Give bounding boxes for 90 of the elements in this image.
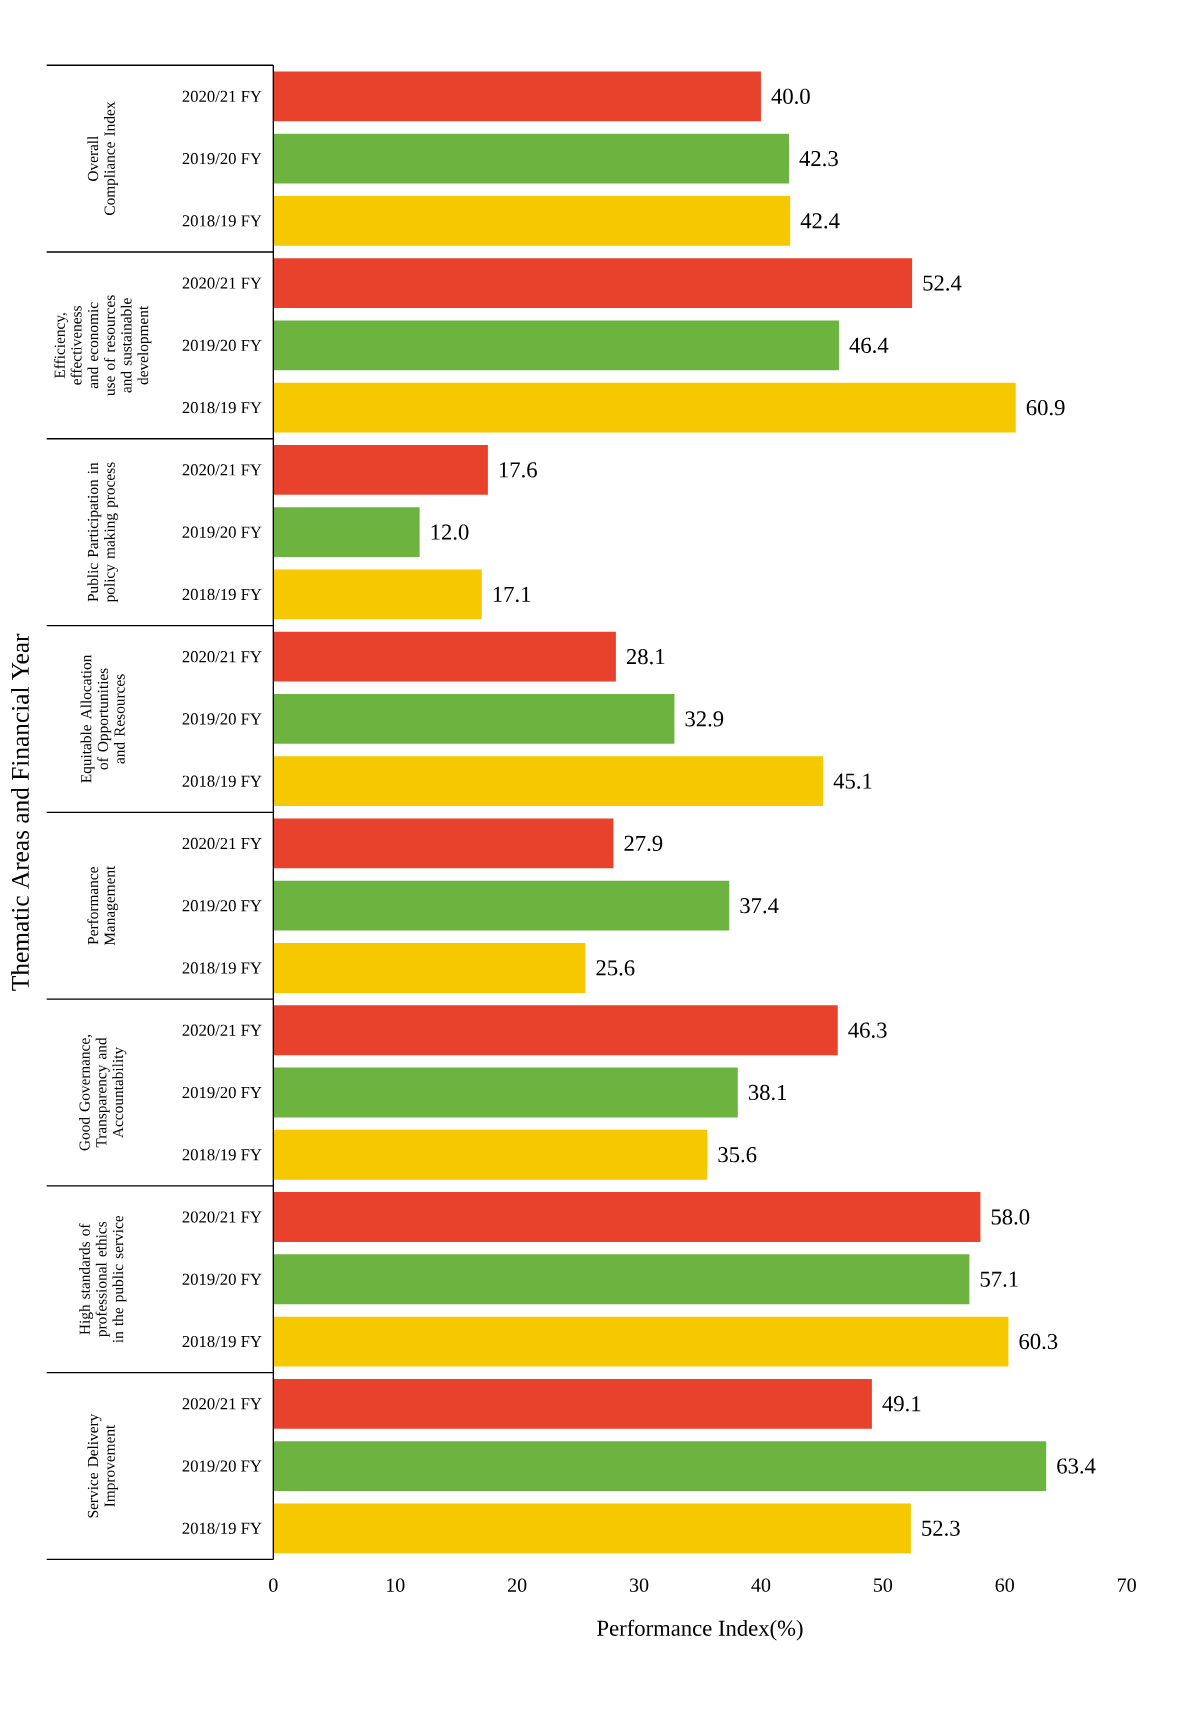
bar	[273, 71, 761, 122]
y-axis-title: Thematic Areas and Financial Year	[11, 633, 29, 991]
data-label: 25.6	[596, 960, 635, 976]
data-label: 46.4	[849, 337, 889, 354]
text: 2020/21 FY	[182, 277, 262, 289]
bar	[273, 1005, 838, 1056]
y-tick-label: Public Participation in policy making process	[87, 462, 118, 603]
data-label: 46.3	[848, 1022, 887, 1038]
text: 2018/19 FY	[182, 1149, 262, 1161]
y-tick-label: High standards of professional ethics in the public service	[78, 1215, 127, 1343]
bar	[273, 507, 420, 558]
y-tick-label: Service Delivery Improvement	[87, 1413, 118, 1518]
text: 2019/20 FY	[182, 900, 262, 912]
data-label: 17.1	[493, 586, 531, 603]
series-label: 2019/20 FY	[182, 153, 262, 165]
text: 2019/20 FY	[182, 1460, 262, 1472]
x-axis-title: Performance Index(%)	[597, 1619, 803, 1641]
bar	[273, 133, 789, 184]
bar	[273, 818, 614, 869]
text: 2018/19 FY	[182, 588, 262, 601]
x-tick-label: 10	[386, 1578, 405, 1592]
bar	[273, 445, 488, 495]
text: 2020/21 FY	[182, 837, 262, 850]
text: 2019/20 FY	[182, 713, 262, 725]
data-label: 17.6	[499, 462, 537, 478]
bar	[273, 382, 1016, 433]
data-label: 38.1	[748, 1084, 787, 1101]
bar	[273, 1441, 1047, 1491]
bar	[273, 1378, 872, 1429]
data-label: 28.1	[626, 648, 665, 665]
text: 2019/20 FY	[182, 339, 262, 352]
text: 2020/21 FY	[182, 651, 262, 663]
x-tick-label: 30	[630, 1578, 649, 1592]
data-label: 32.9	[685, 711, 724, 727]
y-tick-label: Overall Compliance Index	[87, 101, 118, 216]
text: 2019/20 FY	[182, 1273, 262, 1285]
text: 2018/19 FY	[182, 962, 262, 974]
text: 2020/21 FY	[182, 1398, 262, 1410]
data-label: 49.1	[882, 1396, 921, 1412]
x-tick-label: 40	[751, 1578, 771, 1592]
data-label: 58.0	[991, 1209, 1030, 1225]
text: 2020/21 FY	[182, 464, 262, 476]
bar	[273, 694, 675, 744]
y-tick-label: Performance Management	[87, 865, 119, 946]
bar	[273, 195, 791, 246]
data-label: 42.4	[800, 213, 840, 229]
text: 2019/20 FY	[182, 1086, 262, 1099]
bar	[273, 1254, 970, 1305]
x-tick-label: 70	[1117, 1578, 1136, 1592]
data-label: 37.4	[740, 898, 779, 914]
bar	[273, 880, 730, 931]
y-tick-label: Efficiency, effectiveness and economic use of resources and sustainable development	[53, 295, 152, 396]
bar	[273, 943, 586, 993]
bar	[273, 569, 482, 620]
bar	[273, 1316, 1009, 1367]
text: 2019/20 FY	[182, 526, 262, 538]
bar	[273, 1503, 911, 1554]
text: 2020/21 FY	[182, 1024, 262, 1036]
x-tick-label: 20	[508, 1578, 527, 1592]
y-tick-label: Good Governance, Transparency and Accountability	[79, 1034, 127, 1151]
text: 2018/19 FY	[182, 775, 262, 787]
bar	[273, 1067, 738, 1118]
data-label: 42.3	[799, 150, 838, 167]
text: 2020/21 FY	[182, 1211, 262, 1223]
bar	[273, 631, 616, 682]
data-label: 52.4	[923, 275, 962, 291]
bar	[273, 1129, 708, 1180]
text: 2018/19 FY	[182, 1335, 262, 1348]
x-tick-label: 0	[269, 1578, 278, 1592]
data-label: 12.0	[431, 524, 469, 540]
data-label: 57.1	[980, 1271, 1018, 1287]
series-label: 2018/19 FY	[182, 215, 262, 227]
x-tick-label: 60	[995, 1578, 1014, 1592]
x-tick-label: 50	[874, 1578, 893, 1592]
data-label: 27.9	[624, 835, 663, 852]
data-label: 52.3	[922, 1520, 960, 1536]
data-label: 60.3	[1019, 1333, 1058, 1350]
data-label: 45.1	[833, 773, 872, 789]
series-label: 2020/21 FY	[182, 90, 262, 102]
bar	[273, 1192, 981, 1242]
bar	[273, 258, 913, 309]
data-label: 40.0	[771, 88, 810, 105]
data-label: 60.9	[1026, 399, 1065, 416]
bar	[273, 756, 824, 807]
data-label: 63.4	[1057, 1458, 1096, 1474]
y-tick-label: Equitable Allocation of Opportunities and Resources	[80, 654, 125, 783]
text: 2018/19 FY	[182, 1522, 262, 1534]
text: 2018/19 FY	[182, 402, 262, 414]
data-label: 35.6	[718, 1147, 757, 1163]
bar	[273, 320, 839, 371]
